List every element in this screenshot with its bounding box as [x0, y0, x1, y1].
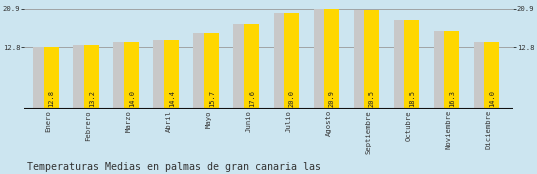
Text: 18.5: 18.5: [409, 90, 415, 107]
Bar: [164, 40, 179, 109]
Bar: [314, 9, 336, 109]
Bar: [154, 40, 176, 109]
Bar: [474, 42, 496, 109]
Bar: [44, 47, 59, 109]
Bar: [193, 33, 215, 109]
Bar: [444, 31, 459, 109]
Bar: [394, 20, 416, 109]
Bar: [84, 45, 99, 109]
Text: 20.9: 20.9: [329, 90, 335, 107]
Text: 17.6: 17.6: [249, 90, 255, 107]
Text: 14.0: 14.0: [489, 90, 495, 107]
Bar: [404, 20, 419, 109]
Bar: [353, 10, 375, 109]
Text: 20.5: 20.5: [369, 90, 375, 107]
Bar: [204, 33, 219, 109]
Text: 15.7: 15.7: [209, 90, 215, 107]
Bar: [364, 10, 379, 109]
Text: 16.3: 16.3: [449, 90, 455, 107]
Bar: [484, 42, 499, 109]
Bar: [273, 13, 295, 109]
Text: Temperaturas Medias en palmas de gran canaria las: Temperaturas Medias en palmas de gran ca…: [27, 162, 321, 172]
Text: 14.0: 14.0: [129, 90, 135, 107]
Bar: [33, 47, 55, 109]
Bar: [74, 45, 96, 109]
Bar: [284, 13, 299, 109]
Text: 12.8: 12.8: [49, 90, 55, 107]
Bar: [124, 42, 139, 109]
Bar: [244, 24, 259, 109]
Bar: [113, 42, 135, 109]
Bar: [433, 31, 455, 109]
Text: 13.2: 13.2: [89, 90, 95, 107]
Text: 14.4: 14.4: [169, 90, 175, 107]
Bar: [324, 9, 339, 109]
Bar: [234, 24, 256, 109]
Text: 20.0: 20.0: [289, 90, 295, 107]
